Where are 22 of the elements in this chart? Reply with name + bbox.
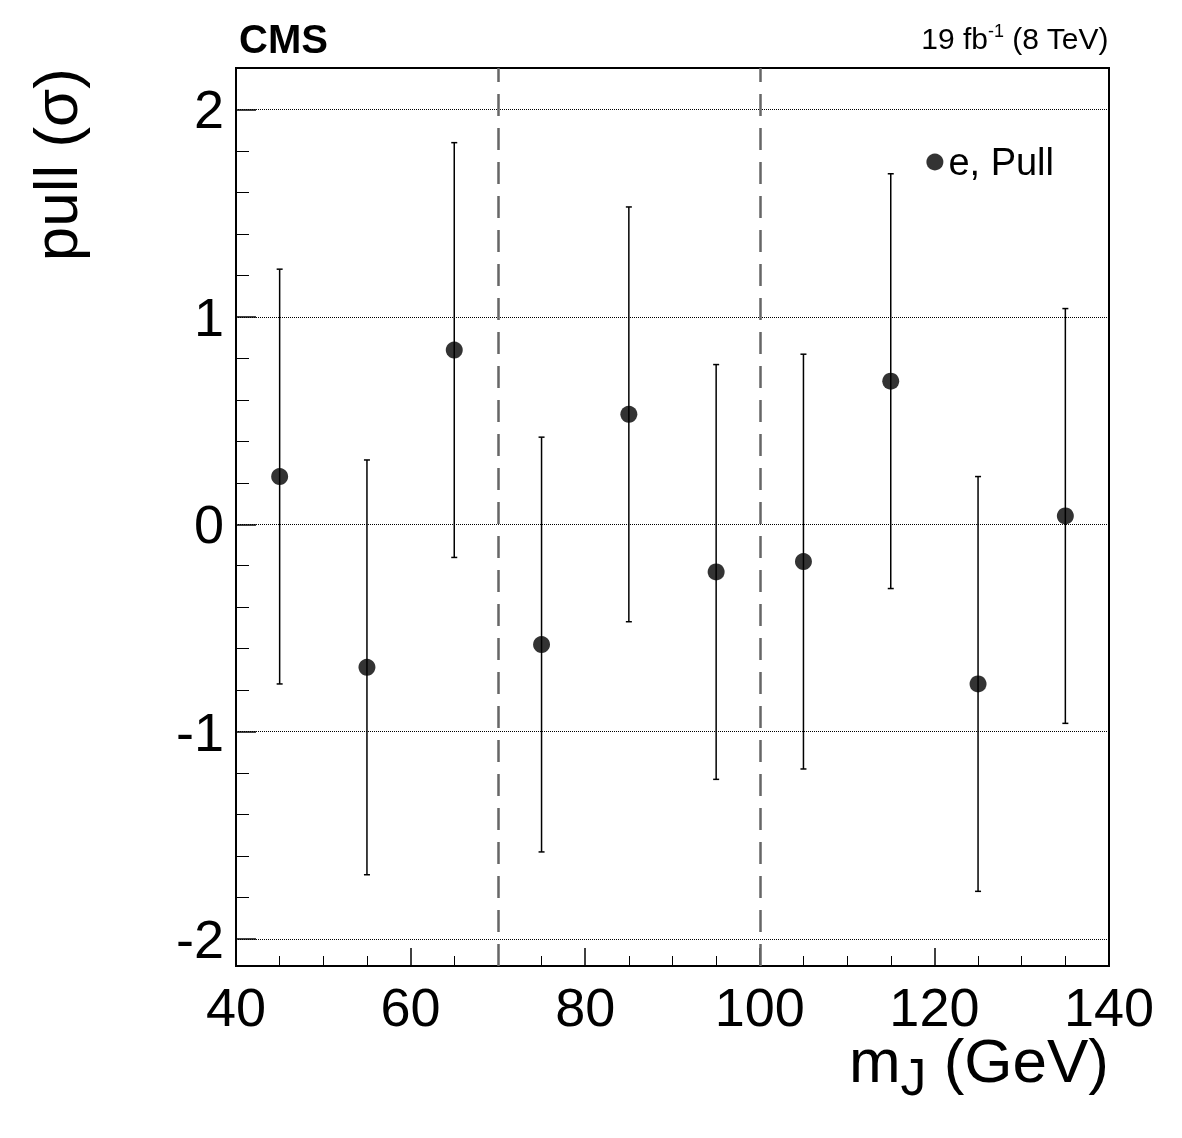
y-tick-label: 1 [193,286,224,347]
x-tick-label: 40 [205,977,267,1037]
point [445,341,463,359]
x-tick-label: 80 [555,977,616,1037]
y-tick-label: -2 [175,909,224,970]
point [271,468,289,486]
x-tick-label: 60 [380,977,441,1037]
point [1056,507,1074,525]
point [969,675,987,693]
y-tick-label: -1 [175,701,224,762]
y-tick-label: 0 [193,494,224,555]
point [882,372,900,390]
x-tick-label: 100 [714,977,805,1037]
point [794,553,812,571]
point [707,563,725,581]
point [358,658,376,676]
legend-label: e, Pull [948,141,1055,183]
y-tick-label: 2 [193,79,224,140]
chart-title: CMS [239,17,328,61]
y-axis-title: pull (σ) [20,68,90,262]
point [533,636,551,654]
point [620,405,638,423]
